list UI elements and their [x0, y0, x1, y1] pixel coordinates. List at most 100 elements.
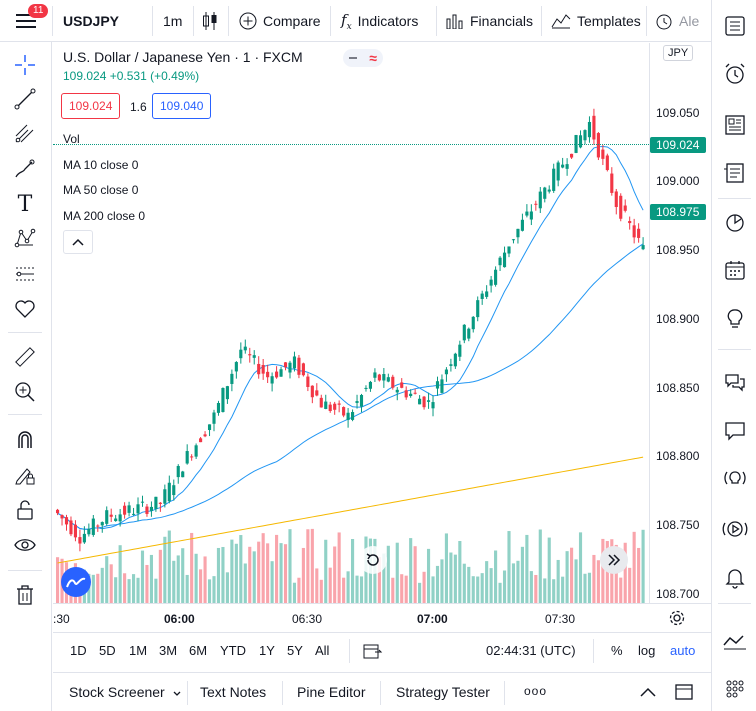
symbol-search-button[interactable]: USDJPY [63, 13, 120, 29]
price-chart[interactable] [53, 43, 649, 603]
range-5y[interactable]: 5Y [287, 643, 303, 658]
auto-scale-toggle[interactable]: auto [670, 643, 696, 658]
apps-button[interactable] [718, 672, 752, 706]
time-tick: 07:00 [417, 612, 448, 626]
calendar-button[interactable] [718, 205, 752, 239]
tab-stock-screener[interactable]: Stock Screener [69, 684, 181, 700]
ma50-label[interactable]: MA 50 close 0 [63, 183, 139, 197]
reset-chart-button[interactable] [359, 546, 387, 574]
currency-label[interactable]: JPY [663, 45, 694, 61]
utc-clock[interactable]: 02:44:31 (UTC) [486, 643, 576, 658]
log-scale-toggle[interactable]: log [638, 643, 656, 658]
chats-button[interactable] [718, 366, 752, 400]
volume-bar [275, 534, 279, 603]
crosshair-tool[interactable] [10, 50, 40, 80]
tab-strategy-tester[interactable]: Strategy Tester [396, 684, 490, 700]
scroll-to-realtime-button[interactable] [600, 546, 628, 574]
notifications-button[interactable] [718, 560, 752, 594]
go-to-date-button[interactable] [363, 642, 383, 663]
volume-label[interactable]: Vol [63, 132, 80, 146]
range-1m[interactable]: 1M [129, 643, 148, 658]
volume-bar [601, 538, 605, 603]
more-tabs-button[interactable]: ooo [524, 684, 548, 698]
brush-tool[interactable] [10, 154, 40, 184]
financials-button[interactable]: Financials [446, 0, 533, 42]
rotate-icon [366, 553, 379, 566]
notes-button[interactable] [718, 156, 752, 190]
alerts-button[interactable] [718, 57, 752, 91]
range-3m[interactable]: 3M [159, 643, 178, 658]
hide-drawings-tool[interactable] [10, 530, 40, 560]
lock-all-tool[interactable] [10, 495, 40, 525]
range-all[interactable]: All [315, 643, 330, 658]
messages-button[interactable] [718, 414, 752, 448]
price-axis[interactable]: JPY 109.100109.050109.000108.950108.9001… [649, 43, 711, 626]
time-axis[interactable]: :30 06:00 06:30 07:00 07:30 [53, 603, 711, 631]
pattern-tool[interactable] [10, 224, 40, 254]
drawing-toolbar: T [0, 42, 52, 711]
legend-toggles[interactable]: ≈ [343, 49, 383, 67]
magnet-tool[interactable] [10, 425, 40, 455]
buy-button[interactable]: 109.040 [152, 93, 212, 119]
measure-tool[interactable] [10, 342, 40, 372]
maximize-panel-button[interactable] [675, 684, 693, 705]
chart-type-button[interactable] [202, 0, 218, 42]
volume-bar [100, 567, 104, 603]
candle [458, 344, 462, 357]
indicators-button[interactable]: fx Indicators [341, 0, 418, 42]
volume-bar [194, 553, 198, 603]
tradingview-logo[interactable] [61, 567, 91, 597]
candle [342, 407, 346, 416]
candle [127, 505, 131, 513]
range-1y[interactable]: 1Y [259, 643, 275, 658]
candle [346, 412, 350, 420]
volume-bar [351, 539, 355, 603]
ma200-label[interactable]: MA 200 close 0 [63, 209, 146, 223]
watchlist-button[interactable] [718, 9, 752, 43]
volume-bar [292, 582, 297, 603]
collapse-sidebar-button[interactable] [718, 624, 752, 658]
candle [525, 211, 529, 216]
remove-drawings-tool[interactable] [10, 580, 40, 610]
range-6m[interactable]: 6M [189, 643, 208, 658]
volume-bar [158, 549, 162, 603]
replay-button[interactable] [718, 512, 752, 546]
tab-text-notes[interactable]: Text Notes [200, 684, 267, 700]
streams-button[interactable] [718, 462, 752, 496]
candle [176, 465, 180, 478]
plus-circle-icon [239, 12, 257, 30]
collapse-panel-button[interactable] [639, 685, 657, 703]
collapse-legend-button[interactable] [63, 230, 93, 254]
candle [140, 501, 145, 503]
volume-bar [185, 574, 189, 603]
candle [203, 434, 207, 437]
compare-button[interactable]: Compare [239, 0, 321, 42]
lock-drawing-tool[interactable] [10, 460, 40, 490]
chart-settings-button[interactable] [668, 609, 686, 632]
pitchfork-tool[interactable] [10, 119, 40, 149]
main-menu-button[interactable]: 11 [0, 0, 52, 42]
favorites-tool[interactable] [10, 294, 40, 324]
templates-button[interactable]: Templates [551, 0, 641, 42]
data-window-button[interactable] [718, 108, 752, 142]
interval-button[interactable]: 1m [163, 13, 183, 29]
zoom-in-tool[interactable] [10, 377, 40, 407]
ma10-label[interactable]: MA 10 close 0 [63, 158, 139, 172]
chart-pane[interactable]: U.S. Dollar / Japanese Yen · 1 · FXCM 10… [53, 43, 649, 603]
trend-line-tool[interactable] [10, 84, 40, 114]
economic-calendar-button[interactable] [718, 253, 752, 287]
range-1d[interactable]: 1D [70, 643, 87, 658]
text-tool[interactable]: T [10, 189, 40, 219]
volume-bar [552, 579, 556, 603]
tab-pine-editor[interactable]: Pine Editor [297, 684, 366, 700]
divider [282, 681, 283, 705]
sell-button[interactable]: 109.024 [61, 93, 121, 119]
percent-scale-toggle[interactable]: % [611, 643, 623, 658]
range-ytd[interactable]: YTD [220, 643, 246, 658]
alert-button[interactable]: Ale [655, 0, 699, 42]
volume-bar [574, 559, 578, 603]
candle [570, 153, 574, 158]
ideas-button[interactable] [718, 302, 752, 336]
range-5d[interactable]: 5D [99, 643, 116, 658]
prediction-tool[interactable] [10, 259, 40, 289]
